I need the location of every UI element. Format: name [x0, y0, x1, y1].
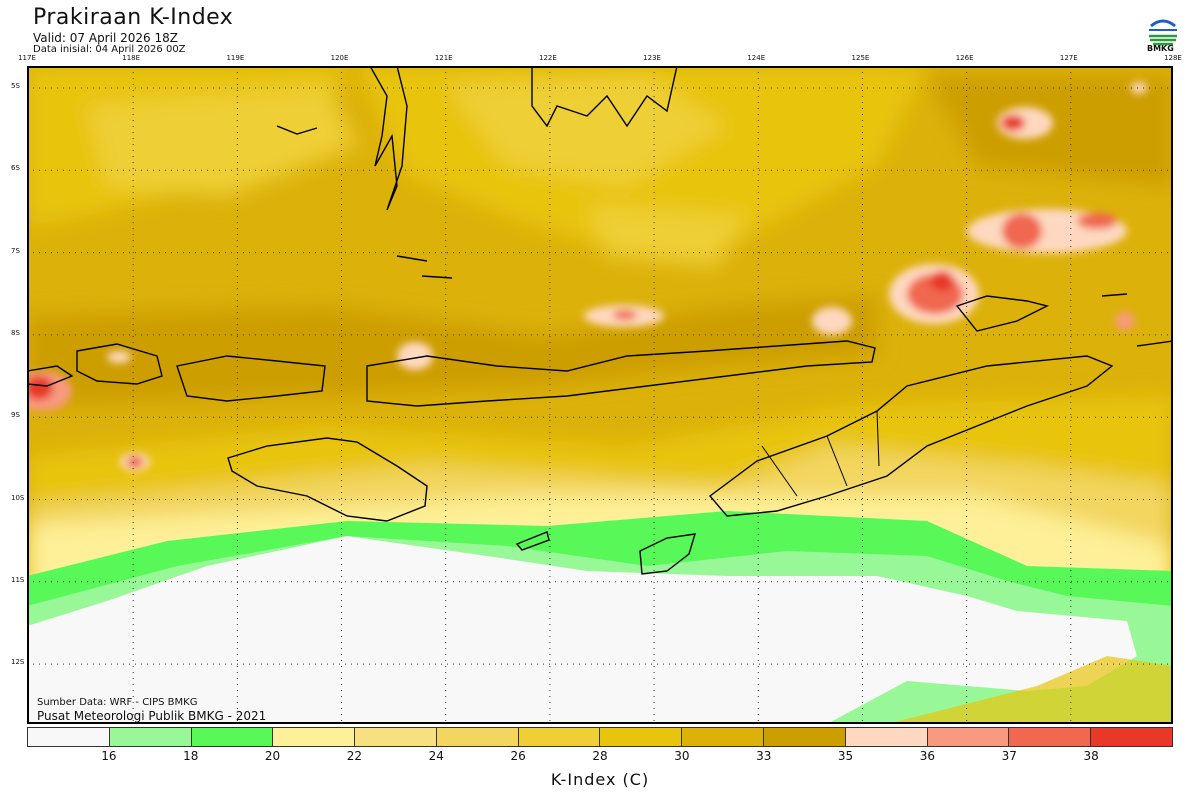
colorbar-tick-label: 18 [183, 749, 199, 763]
colorbar-tick-label: 30 [674, 749, 690, 763]
colorbar-swatch [109, 728, 192, 746]
colorbar-tick-label: 37 [1001, 749, 1017, 763]
latitude-label: 6S [11, 164, 20, 173]
latitude-label: 11S [11, 575, 25, 584]
colorbar-swatch [600, 728, 683, 746]
colorbar-swatch [1009, 728, 1092, 746]
colorbar-swatch [436, 728, 519, 746]
longitude-label: 123E [643, 54, 661, 62]
longitude-label: 124E [747, 54, 766, 62]
longitude-label: 125E [851, 54, 870, 62]
colorbar-swatch [28, 728, 110, 746]
colorbar-tick-label: 33 [756, 749, 772, 763]
colorbar-swatch [682, 728, 765, 746]
longitude-label: 119E [226, 54, 245, 62]
longitude-label: 128E [1164, 54, 1182, 62]
latitude-label: 8S [11, 328, 20, 337]
data-source: Sumber Data: WRF - CIPS BMKG [37, 697, 198, 708]
publisher: Pusat Meteorologi Publik BMKG - 2021 [37, 709, 267, 723]
latitude-label: 5S [11, 82, 20, 90]
colorbar-tick-label: 36 [919, 749, 936, 763]
latitude-label: 10S [11, 493, 25, 502]
coastlines [29, 68, 1171, 575]
colorbar [27, 727, 1173, 747]
latitude-label: 7S [11, 246, 20, 255]
colorbar-swatch [191, 728, 274, 746]
bmkg-logo-icon [1148, 17, 1178, 47]
colorbar-swatch [518, 728, 601, 746]
colorbar-tick-label: 28 [592, 749, 608, 763]
longitude-label: 127E [1059, 54, 1078, 62]
colorbar-swatch [927, 728, 1010, 746]
initial-data-time: Data inisial: 04 April 2026 00Z [33, 44, 186, 55]
colorbar-tick-label: 20 [264, 749, 281, 763]
longitude-label: 121E [434, 54, 453, 62]
latitude-label: 12S [11, 658, 25, 667]
longitude-label: 118E [122, 54, 141, 62]
colorbar-tick-label: 26 [510, 749, 526, 763]
longitude-label: 126E [955, 54, 974, 62]
longitude-label: 122E [538, 54, 557, 62]
colorbar-swatch [764, 728, 846, 746]
colorbar-tick-label: 35 [837, 749, 854, 763]
colorbar-tick-label: 24 [428, 749, 444, 763]
graticule [29, 68, 1171, 722]
colorbar-swatch [1091, 728, 1172, 746]
latitude-label: 9S [11, 411, 20, 420]
valid-time: Valid: 07 April 2026 18Z [33, 31, 178, 45]
colorbar-swatch [273, 728, 356, 746]
colorbar-swatch [845, 728, 928, 746]
longitude-label: 117E [18, 54, 36, 62]
longitude-label: 120E [330, 54, 349, 62]
logo-text: BMKG [1147, 44, 1174, 53]
colorbar-title: K-Index (C) [550, 770, 650, 789]
colorbar-swatch [355, 728, 437, 746]
colorbar-tick-label: 38 [1083, 749, 1099, 763]
k-index-map [27, 66, 1173, 724]
colorbar-tick-label: 16 [101, 749, 117, 763]
k-index-field [29, 68, 1171, 722]
colorbar-tick-label: 22 [346, 749, 363, 763]
page-title: Prakiraan K-Index [33, 5, 234, 30]
